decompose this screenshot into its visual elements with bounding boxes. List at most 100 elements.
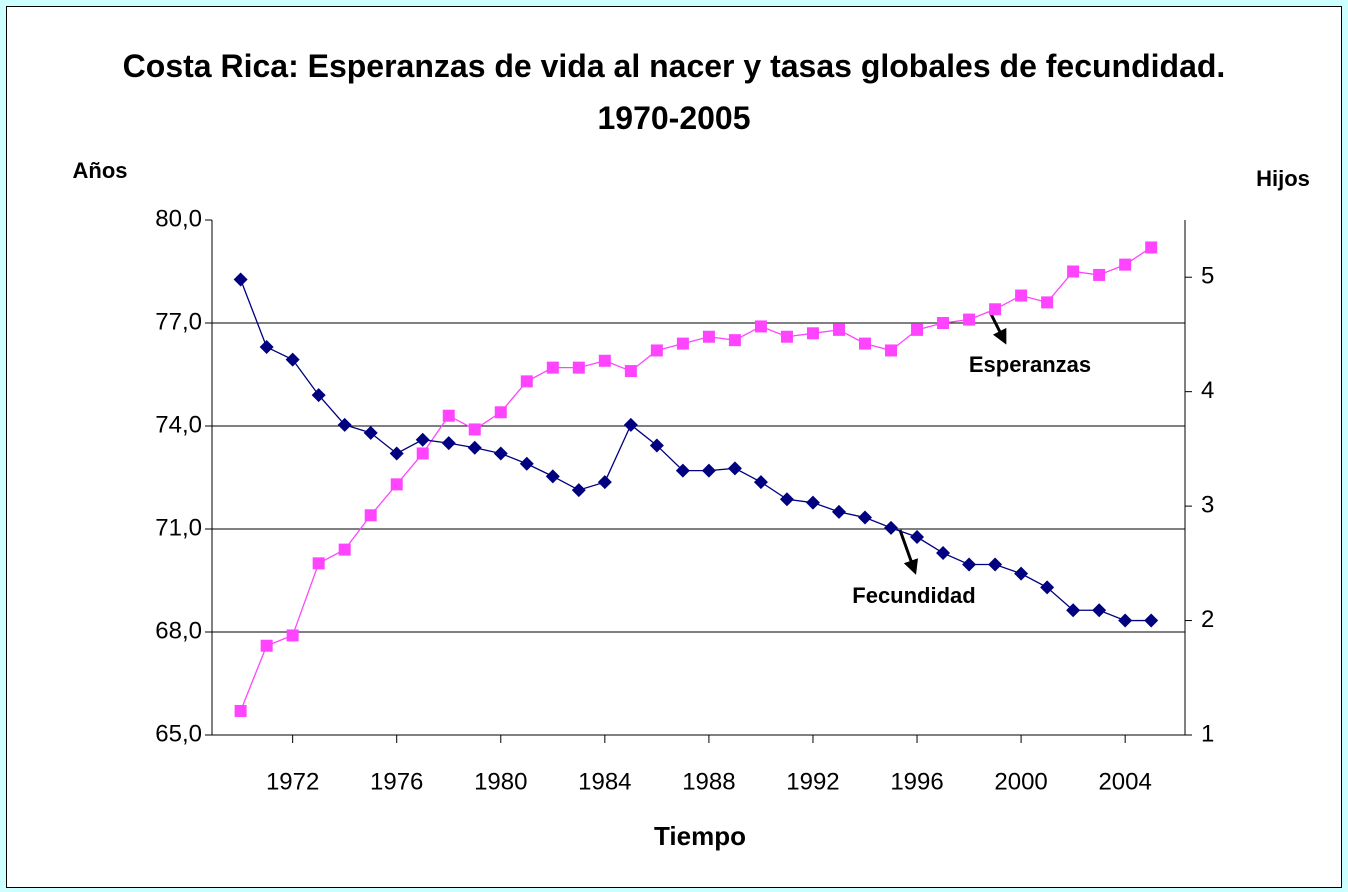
x-tick-label: 1984 — [578, 768, 631, 795]
data-point — [415, 432, 430, 447]
chart-title: Costa Rica: Esperanzas de vida al nacer … — [122, 48, 1226, 136]
data-point — [623, 417, 638, 432]
data-point — [1145, 241, 1158, 254]
data-point — [545, 469, 560, 484]
data-point — [286, 629, 299, 642]
data-point — [571, 483, 586, 498]
data-point — [285, 352, 300, 367]
x-tick-label: 1988 — [682, 768, 735, 795]
data-point — [1093, 268, 1106, 281]
data-point — [597, 475, 612, 490]
x-tick-label: 1980 — [474, 768, 527, 795]
data-point — [364, 509, 377, 522]
chart-frame — [6, 6, 1342, 888]
series-annotation: Esperanzas — [969, 352, 1091, 377]
data-point — [885, 344, 898, 357]
data-point — [1014, 566, 1029, 581]
data-point — [441, 436, 456, 451]
y-tick-label: 74,0 — [155, 411, 202, 438]
data-point — [1092, 603, 1107, 618]
series-annotation: Fecundidad — [852, 583, 975, 608]
data-point — [467, 440, 482, 455]
data-point — [805, 495, 820, 510]
data-point — [1119, 258, 1132, 271]
data-point — [1066, 603, 1081, 618]
data-point — [727, 461, 742, 476]
data-point — [338, 543, 351, 556]
data-point — [259, 340, 274, 355]
data-point — [963, 313, 976, 326]
data-point — [442, 409, 455, 422]
data-point — [390, 478, 403, 491]
data-point — [910, 530, 925, 545]
y2-axis-title: Hijos — [1256, 166, 1310, 191]
data-point — [234, 704, 247, 717]
data-point — [389, 446, 404, 461]
data-point — [1118, 613, 1133, 628]
data-point — [675, 463, 690, 478]
data-point — [546, 361, 559, 374]
annotation-arrow — [988, 311, 1007, 345]
y-tick-label: 65,0 — [155, 720, 202, 747]
x-tick-label: 1992 — [786, 768, 839, 795]
data-point — [519, 456, 534, 471]
data-point — [650, 344, 663, 357]
annotation-arrow — [898, 529, 919, 575]
data-point — [1040, 580, 1055, 595]
x-axis-title: Tiempo — [654, 821, 746, 851]
data-point — [962, 557, 977, 572]
data-point — [859, 337, 872, 350]
data-point — [936, 546, 951, 561]
y-tick-label: 68,0 — [155, 617, 202, 644]
data-point — [806, 327, 819, 340]
x-tick-label: 1972 — [266, 768, 319, 795]
data-point — [831, 504, 846, 519]
data-point — [832, 323, 845, 336]
data-point — [753, 475, 768, 490]
data-point — [988, 557, 1003, 572]
data-point — [416, 447, 429, 460]
data-point — [989, 303, 1002, 316]
data-point — [1015, 289, 1028, 302]
y-tick-label: 80,0 — [155, 205, 202, 232]
y2-tick-label: 3 — [1201, 491, 1214, 518]
data-point — [1041, 296, 1054, 309]
data-point — [937, 317, 950, 329]
data-point — [598, 354, 611, 367]
x-tick-label: 1996 — [890, 768, 943, 795]
y2-tick-label: 1 — [1201, 720, 1214, 747]
y-tick-label: 77,0 — [155, 308, 202, 335]
data-point — [233, 272, 248, 287]
y-axis-title: Años — [73, 158, 128, 183]
series-line — [240, 279, 1152, 622]
data-point — [911, 323, 924, 336]
data-point — [494, 406, 507, 419]
series-line — [240, 246, 1152, 712]
data-point — [754, 320, 767, 333]
data-point — [702, 330, 715, 343]
data-point — [780, 330, 793, 343]
data-point — [493, 446, 508, 461]
data-point — [520, 375, 533, 388]
data-point — [701, 463, 716, 478]
data-point — [884, 520, 899, 535]
data-point — [312, 557, 325, 570]
y2-tick-label: 5 — [1201, 263, 1214, 290]
data-point — [572, 361, 585, 374]
data-point — [624, 365, 637, 378]
data-point — [363, 425, 378, 440]
data-point — [858, 510, 873, 525]
data-point — [649, 438, 664, 453]
data-point — [337, 417, 352, 432]
y-tick-label: 71,0 — [155, 514, 202, 541]
data-point — [676, 337, 689, 350]
y2-tick-label: 4 — [1201, 377, 1214, 404]
y2-tick-label: 2 — [1201, 606, 1214, 633]
data-point — [779, 492, 794, 507]
data-point — [468, 423, 481, 436]
x-tick-label: 2004 — [1098, 768, 1151, 795]
x-tick-label: 1976 — [370, 768, 423, 795]
data-point — [311, 388, 326, 403]
data-point — [1067, 265, 1080, 278]
